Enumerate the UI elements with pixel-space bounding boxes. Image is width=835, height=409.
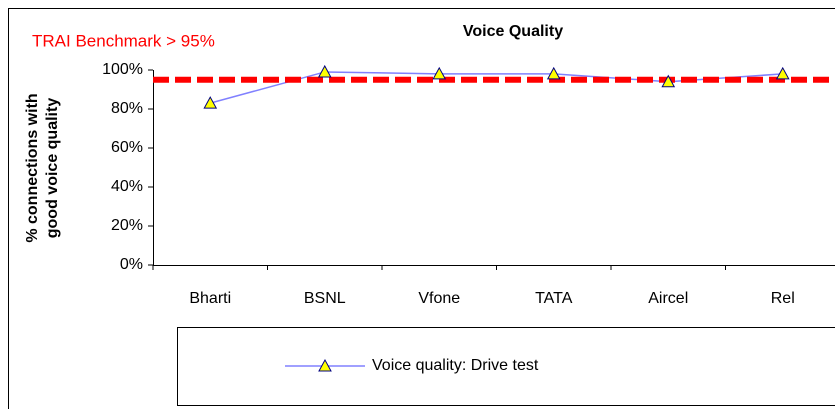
y-tick-label: 80% (111, 100, 143, 117)
y-axis-label-line: % connections with (24, 93, 41, 242)
y-tick-label: 20% (111, 217, 143, 234)
x-tick-label: BSNL (304, 290, 346, 307)
marker (203, 96, 218, 109)
marker (317, 64, 332, 78)
benchmark-annotation: TRAI Benchmark > 95% (32, 31, 215, 50)
marker (775, 66, 790, 80)
y-tick-label: 60% (111, 139, 143, 156)
marker (432, 66, 447, 80)
chart-title: Voice Quality (463, 23, 563, 40)
legend-box (177, 327, 835, 406)
marker (661, 74, 676, 88)
y-tick-label: 40% (111, 178, 143, 195)
y-axis-label: % connections with good voice quality (24, 93, 61, 242)
marker (546, 66, 561, 80)
x-tick-label: TATA (535, 290, 573, 307)
x-tick-label: Aircel (648, 290, 688, 307)
x-tick-label: Rel (771, 290, 795, 307)
legend-label: Voice quality: Drive test (372, 357, 539, 374)
x-tick-label: Bharti (189, 290, 231, 307)
y-tick-label: 0% (120, 256, 143, 273)
legend-marker (318, 358, 332, 372)
y-axis-label-line: good voice quality (44, 98, 61, 239)
y-tick-label: 100% (102, 61, 143, 78)
x-tick-label: Vfone (418, 290, 460, 307)
